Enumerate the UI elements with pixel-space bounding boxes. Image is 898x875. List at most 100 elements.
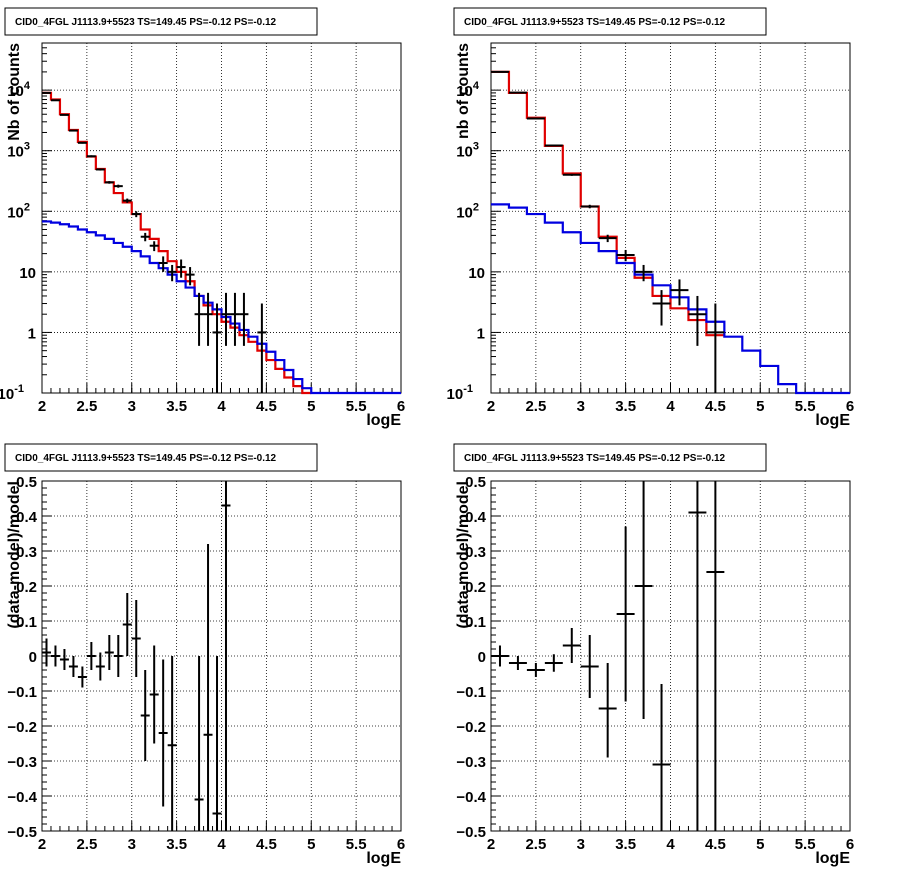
y-axis-label: (data-model)/model bbox=[455, 481, 472, 629]
data-point bbox=[706, 481, 725, 831]
x-tick-label: 5 bbox=[756, 836, 764, 853]
y-tick-label: 0.4 bbox=[16, 509, 38, 526]
y-tick-label: −0.1 bbox=[7, 684, 37, 701]
data-point bbox=[491, 645, 509, 667]
data-point bbox=[86, 642, 96, 670]
y-tick-label: −0.4 bbox=[456, 789, 486, 806]
data-point bbox=[122, 198, 132, 203]
chart-title-box bbox=[453, 7, 767, 36]
x-tick-label: 2.5 bbox=[525, 398, 546, 415]
data-point bbox=[634, 264, 653, 282]
data-point bbox=[544, 654, 563, 672]
chart-title-box bbox=[453, 443, 767, 472]
y-tick-label: 0.3 bbox=[16, 544, 37, 561]
x-axis-label: logE bbox=[366, 850, 401, 867]
data-point bbox=[203, 292, 213, 346]
data-point bbox=[652, 684, 671, 831]
data-point bbox=[580, 635, 599, 698]
plot-frame bbox=[41, 480, 402, 832]
x-axis-label: logE bbox=[815, 412, 850, 429]
data-point bbox=[562, 628, 581, 663]
data-point bbox=[598, 663, 617, 758]
data-point bbox=[688, 481, 707, 831]
y-tick-label: 1 bbox=[28, 325, 36, 342]
data-point bbox=[158, 659, 168, 807]
chart-panel-4: CID0_4FGL J1113.9+5523 TS=149.45 PS=-0.1… bbox=[453, 443, 854, 867]
x-tick-label: 4 bbox=[666, 836, 675, 853]
data-point bbox=[562, 173, 581, 176]
y-tick-label: 102 bbox=[456, 201, 479, 221]
x-tick-label: 5.5 bbox=[795, 398, 816, 415]
data-point bbox=[167, 656, 177, 831]
y-tick-label: 102 bbox=[7, 201, 30, 221]
data-point bbox=[104, 181, 114, 184]
data-point bbox=[122, 593, 132, 656]
x-tick-label: 4 bbox=[217, 836, 226, 853]
x-tick-label: 4.5 bbox=[256, 836, 277, 853]
x-tick-label: 5.5 bbox=[795, 836, 816, 853]
x-tick-label: 3 bbox=[128, 836, 136, 853]
data-point bbox=[42, 638, 51, 667]
x-tick-label: 6 bbox=[846, 836, 854, 853]
data-point bbox=[706, 303, 725, 393]
x-tick-label: 5.5 bbox=[346, 836, 367, 853]
x-tick-label: 4 bbox=[217, 398, 226, 415]
data-point bbox=[113, 635, 123, 677]
x-tick-label: 4.5 bbox=[705, 398, 726, 415]
chart-title: CID0_4FGL J1113.9+5523 TS=149.45 PS=-0.1… bbox=[15, 453, 277, 464]
x-tick-label: 5 bbox=[307, 398, 315, 415]
x-tick-label: 2 bbox=[38, 836, 46, 853]
data-point bbox=[598, 234, 617, 243]
y-tick-label: −0.5 bbox=[456, 824, 486, 841]
data-point bbox=[652, 290, 671, 326]
x-tick-label: 2 bbox=[487, 836, 495, 853]
data-point bbox=[508, 91, 527, 94]
data-point bbox=[526, 663, 545, 677]
x-axis-label: logE bbox=[366, 412, 401, 429]
y-tick-label: 10-1 bbox=[447, 383, 473, 403]
data-point bbox=[95, 168, 105, 171]
data-point bbox=[77, 666, 87, 688]
y-tick-label: 10 bbox=[19, 265, 36, 282]
y-tick-label: 10 bbox=[468, 265, 485, 282]
data-point bbox=[194, 292, 204, 346]
data-point bbox=[59, 649, 69, 670]
data-point bbox=[149, 645, 159, 744]
chart-title-box bbox=[4, 443, 318, 472]
y-tick-label: −0.3 bbox=[7, 754, 37, 771]
y-tick-label: −0.3 bbox=[456, 754, 486, 771]
y-tick-label: 103 bbox=[7, 141, 30, 161]
x-tick-label: 6 bbox=[397, 398, 405, 415]
x-tick-label: 2 bbox=[487, 398, 495, 415]
data-point bbox=[257, 303, 267, 393]
x-tick-label: 3.5 bbox=[166, 398, 187, 415]
y-tick-label: −0.2 bbox=[7, 719, 37, 736]
x-tick-label: 2.5 bbox=[76, 836, 97, 853]
x-tick-label: 2 bbox=[38, 398, 46, 415]
x-tick-label: 3 bbox=[577, 836, 585, 853]
y-tick-label: 0.2 bbox=[16, 579, 37, 596]
data-point bbox=[167, 264, 177, 282]
x-tick-label: 4.5 bbox=[256, 398, 277, 415]
y-tick-label: −0.5 bbox=[7, 824, 37, 841]
x-tick-label: 2.5 bbox=[76, 398, 97, 415]
data-point bbox=[212, 303, 222, 393]
source-model-histogram bbox=[42, 220, 401, 395]
data-point bbox=[149, 241, 159, 252]
data-point bbox=[526, 117, 545, 120]
x-tick-label: 3 bbox=[128, 398, 136, 415]
y-tick-label: −0.4 bbox=[7, 789, 37, 806]
chart-title: CID0_4FGL J1113.9+5523 TS=149.45 PS=-0.1… bbox=[15, 17, 277, 28]
data-point bbox=[239, 292, 249, 346]
data-point bbox=[616, 526, 635, 702]
data-point bbox=[634, 481, 653, 719]
y-tick-label: 0 bbox=[29, 649, 37, 666]
plot-frame bbox=[490, 42, 851, 394]
data-point bbox=[68, 656, 78, 677]
x-tick-label: 5 bbox=[307, 836, 315, 853]
y-tick-label: 0.5 bbox=[16, 474, 37, 491]
data-point bbox=[140, 670, 150, 761]
y-axis-label: nb of counts bbox=[455, 43, 472, 139]
x-tick-label: 5.5 bbox=[346, 398, 367, 415]
x-tick-label: 3.5 bbox=[166, 836, 187, 853]
